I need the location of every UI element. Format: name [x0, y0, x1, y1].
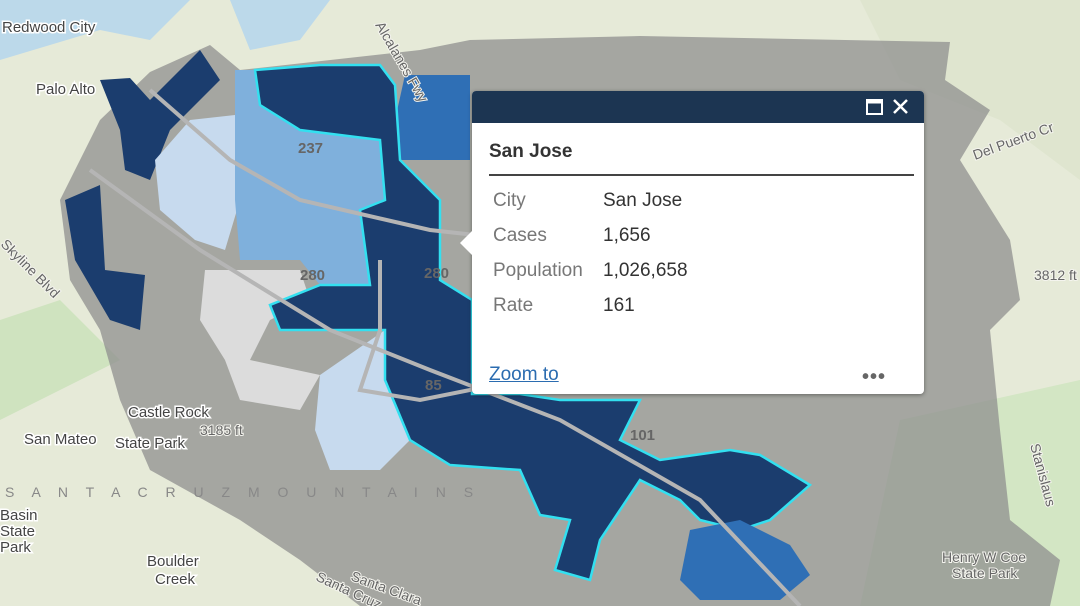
maximize-button[interactable] [866, 99, 883, 115]
popup-controls [866, 99, 908, 115]
city-area [315, 330, 410, 470]
bay-water [0, 0, 190, 60]
road [357, 260, 521, 403]
attribute-key: Population [493, 259, 583, 281]
popup-header [472, 91, 924, 123]
popup: San Jose City San Jose Cases 1,656 Populatio… [460, 91, 924, 394]
attribute-row: Cases 1,656 [489, 218, 692, 253]
attribute-key: Rate [493, 294, 534, 316]
more-button[interactable]: ••• [862, 366, 887, 388]
popup-title: San Jose [489, 141, 573, 162]
city-area [395, 75, 470, 160]
close-button[interactable] [893, 99, 908, 114]
attribute-key: Cases [493, 224, 547, 246]
place-label: Basin [0, 507, 38, 524]
road [88, 168, 802, 606]
bay-water [230, 0, 330, 50]
place-label: 3812 ft [1034, 267, 1077, 283]
park [0, 300, 120, 420]
divider [489, 174, 914, 176]
place-label: S A N T A C R U Z M O U N T A I N S [5, 484, 480, 500]
attribute-table: City San Jose Cases 1,656 Population 1,026,65… [489, 183, 692, 323]
place-label: San Mateo [24, 431, 97, 448]
attribute-row: City San Jose [489, 183, 692, 218]
place-label: Boulder [147, 553, 199, 570]
place-label: Redwood City [2, 19, 96, 36]
popup-pointer [460, 231, 472, 255]
highway-shield: 280 [300, 267, 325, 284]
highway-shield: 101 [630, 427, 655, 444]
place-label: Castle Rock [128, 404, 209, 421]
city-area [100, 50, 220, 180]
city-area [235, 70, 385, 285]
place-label: Creek [155, 571, 196, 588]
place-label: 3185 ft [200, 422, 243, 438]
place-label: Park [0, 539, 31, 556]
attribute-value: San Jose [603, 189, 683, 211]
highway-shield: 85 [425, 377, 442, 394]
place-label: State Park [115, 435, 186, 452]
highway-shield: 237 [298, 140, 323, 157]
zoom-link[interactable]: Zoom to [489, 364, 559, 385]
attribute-value: 1,656 [603, 224, 651, 246]
attribute-value: 161 [603, 294, 635, 316]
attribute-value: 1,026,658 [603, 259, 688, 281]
city-area [65, 185, 145, 330]
place-label: State Park [952, 565, 1018, 581]
place-label: State [0, 523, 35, 540]
attribute-key: City [493, 189, 526, 211]
place-label: Henry W Coe [942, 549, 1026, 565]
place-label: Palo Alto [36, 81, 95, 98]
attribute-row: Population 1,026,658 [489, 253, 692, 288]
attribute-row: Rate 161 [489, 288, 692, 323]
highway-shield: 280 [424, 265, 449, 282]
